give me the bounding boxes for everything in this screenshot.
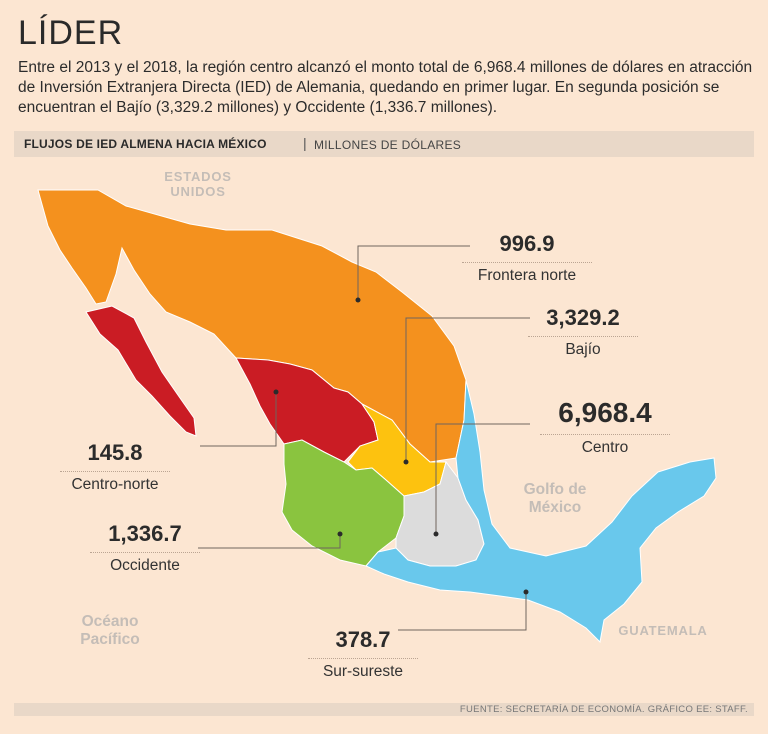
leader-lines bbox=[198, 245, 530, 631]
value-centro-number: 6,968.4 bbox=[558, 397, 652, 428]
dot-sur-sureste bbox=[523, 589, 529, 595]
value-sur-sureste-name: Sur-sureste bbox=[322, 663, 404, 680]
footer-source: FUENTE: SECRETARÍA DE ECONOMÍA. GRÁFICO … bbox=[459, 704, 748, 715]
label-estados-unidos: ESTADOS UNIDOS bbox=[164, 169, 232, 199]
value-centro-norte-number: 145.8 bbox=[87, 440, 143, 465]
dot-frontera-norte bbox=[355, 297, 361, 303]
leader-occidente bbox=[198, 534, 341, 549]
leader-sur-sureste bbox=[398, 592, 527, 631]
value-frontera-norte-number: 996.9 bbox=[499, 231, 555, 256]
chart-header-band: FLUJOS DE IED ALMENA HACIA MÉXICO | MILL… bbox=[14, 131, 754, 157]
value-occidente-name: Occidente bbox=[110, 557, 180, 574]
footer-band: FUENTE: SECRETARÍA DE ECONOMÍA. GRÁFICO … bbox=[14, 703, 754, 716]
value-centro-norte: 145.8 Centro-norte bbox=[60, 440, 170, 494]
leader-centro-norte bbox=[200, 392, 277, 447]
value-sur-sureste-number: 378.7 bbox=[335, 627, 391, 652]
value-frontera-norte: 996.9 Frontera norte bbox=[462, 231, 592, 285]
dot-occidente bbox=[337, 531, 343, 537]
value-frontera-norte-name: Frontera norte bbox=[477, 267, 577, 284]
value-sur-sureste: 378.7 Sur-sureste bbox=[308, 627, 418, 681]
chart-title: FLUJOS DE IED ALMENA HACIA MÉXICO bbox=[24, 137, 267, 151]
dot-centro-norte bbox=[273, 389, 279, 395]
leader-centro bbox=[435, 423, 530, 534]
value-occidente: 1,336.7 Occidente bbox=[90, 521, 200, 575]
label-guatemala: GUATEMALA bbox=[618, 623, 708, 638]
region-sur-sureste bbox=[365, 379, 717, 644]
value-centro-norte-name: Centro-norte bbox=[71, 476, 159, 493]
value-bajio-number: 3,329.2 bbox=[546, 305, 620, 330]
leader-bajio bbox=[405, 317, 530, 462]
value-centro: 6,968.4 Centro bbox=[540, 397, 670, 457]
value-occidente-number: 1,336.7 bbox=[108, 521, 182, 546]
leader-dots bbox=[273, 297, 529, 595]
chart-header-separator: | bbox=[303, 135, 307, 151]
chart-unit: MILLONES DE DÓLARES bbox=[314, 138, 462, 152]
page-title: LÍDER bbox=[18, 14, 124, 52]
label-oceano-pacifico: Océano Pacífico bbox=[80, 613, 140, 648]
leader-frontera-norte bbox=[357, 245, 470, 300]
dot-bajio bbox=[403, 459, 409, 465]
value-bajio-name: Bajío bbox=[565, 341, 601, 358]
intro-paragraph: Entre el 2013 y el 2018, la región centr… bbox=[18, 59, 753, 116]
label-golfo-de-mexico: Golfo de México bbox=[523, 481, 587, 516]
dot-centro bbox=[433, 531, 439, 537]
mexico-map bbox=[37, 189, 717, 644]
value-centro-name: Centro bbox=[581, 439, 629, 456]
value-bajio: 3,329.2 Bajío bbox=[528, 305, 638, 359]
